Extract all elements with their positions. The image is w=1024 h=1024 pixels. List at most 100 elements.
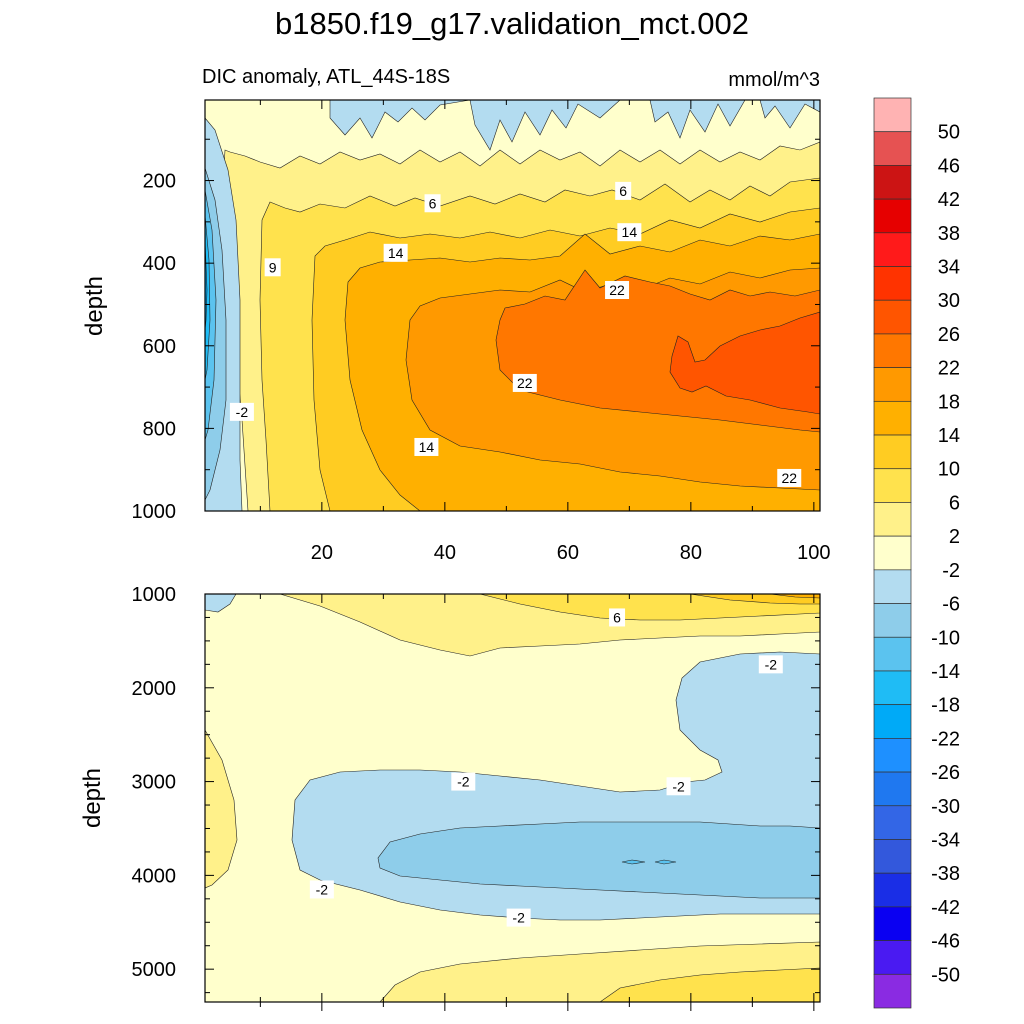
contour-label-bg (615, 181, 632, 200)
colorbar-swatch (873, 839, 912, 874)
colorbar-label: -6 (942, 594, 960, 616)
colorbar-label: 30 (938, 290, 960, 312)
colorbar-label: 6 (949, 492, 960, 514)
contour-label: 14 (414, 437, 439, 456)
colorbar-swatch (873, 704, 912, 739)
upper-x-tick-label: 60 (557, 542, 579, 564)
colorbar-label: -18 (931, 695, 960, 717)
colorbar-label: 2 (949, 526, 960, 548)
colorbar-swatch (873, 670, 912, 706)
colorbar-swatch (873, 973, 912, 1009)
contour-label-bg (309, 880, 334, 899)
contour-label: -2 (506, 908, 531, 927)
upper-plot-frame (204, 99, 821, 512)
contour-label: -2 (229, 402, 254, 421)
colorbar-swatch (873, 266, 912, 301)
contour-label-text: -2 (457, 774, 470, 790)
colorbar-label: -14 (931, 661, 960, 683)
contour-label-text: 6 (613, 609, 621, 625)
colorbar-swatch (873, 299, 912, 335)
colorbar-label: 10 (938, 459, 960, 481)
upper-y-tick-label: 400 (143, 253, 176, 275)
upper-y-tick-label: 200 (143, 171, 176, 193)
contour-label: 6 (609, 608, 626, 627)
lower-plot-frame (204, 593, 821, 1003)
lower-y-tick-label: 4000 (132, 865, 177, 887)
lower-y-axis-label: depth (79, 768, 106, 828)
lower-y-tick-label: 5000 (132, 959, 177, 981)
colorbar-swatch (873, 400, 912, 436)
contour-label-text: -2 (765, 656, 778, 672)
upper-contour-labels: 6 6 14 14 9 22 22 22 14 -2 (229, 181, 802, 487)
colorbar-swatch (873, 738, 912, 773)
contour-label-text: 6 (619, 183, 627, 199)
contour-label: -2 (666, 777, 691, 796)
contour-label: 6 (615, 181, 632, 200)
contour-label-bg (512, 373, 537, 392)
contour-label-bg (758, 655, 783, 674)
contour-label-text: 22 (609, 282, 625, 298)
colorbar-label: 34 (938, 257, 960, 279)
upper-x-tick-label: 80 (680, 542, 702, 564)
lower-y-tick-label: 1000 (132, 584, 177, 606)
colorbar-swatch (873, 468, 912, 503)
upper-y-tick-label: 1000 (132, 501, 177, 523)
colorbar-swatch (873, 165, 912, 200)
contour-label-text: -2 (236, 404, 249, 420)
contour-label-text: 14 (419, 439, 435, 455)
colorbar-swatch (873, 198, 912, 234)
colorbar-swatch (873, 367, 912, 402)
lower-contour-field (205, 594, 820, 1002)
contour-label-bg (666, 777, 691, 796)
lower-axes: 1000 2000 3000 4000 5000 (132, 584, 820, 1011)
colorbar-label: -34 (931, 829, 960, 851)
colorbar-label: 14 (938, 425, 960, 447)
colorbar-swatch (873, 502, 912, 537)
colorbar-label: -10 (931, 627, 960, 649)
colorbar-swatch (873, 771, 912, 807)
contour-label-bg (777, 468, 802, 487)
colorbar-swatch (873, 131, 912, 166)
contour-label-text: -2 (512, 910, 525, 926)
colorbar-label: -46 (931, 931, 960, 953)
contour-label-bg (383, 243, 408, 262)
contour-label-bg (617, 223, 642, 242)
colorbar-swatch (873, 805, 912, 840)
colorbar-swatch (873, 906, 912, 941)
colorbar-label: 22 (938, 358, 960, 380)
contour-label-text: 6 (429, 195, 437, 211)
colorbar-label: -22 (931, 728, 960, 750)
colorbar-label: 18 (938, 391, 960, 413)
colorbar-swatch (873, 535, 912, 571)
units-label: mmol/m^3 (728, 69, 820, 91)
colorbar-label: 42 (938, 189, 960, 211)
lower-y-tick-label: 3000 (132, 772, 177, 794)
colorbar-swatch (873, 434, 912, 470)
contour-label: 6 (424, 194, 441, 213)
contour-label-bg (424, 194, 441, 213)
contour-label: 22 (605, 281, 630, 300)
upper-contour-field (205, 100, 820, 511)
contour-label: -2 (309, 880, 334, 899)
upper-axes: 20 40 60 80 100 200 400 600 800 1000 (132, 100, 831, 564)
colorbar-label: -2 (942, 560, 960, 582)
contour-label-bg (609, 608, 626, 627)
upper-x-tick-label: 20 (311, 542, 333, 564)
colorbar: 50 46 42 38 34 30 26 22 18 14 10 6 2 -2 -6 -10 -14 -18 -22… (873, 97, 960, 1009)
lower-y-tick-label: 2000 (132, 678, 177, 700)
colorbar-label: 38 (938, 223, 960, 245)
colorbar-swatch (873, 636, 912, 672)
colorbar-swatch (873, 97, 912, 133)
lower-contour-labels: 6 -2 -2 -2 -2 -2 (309, 608, 783, 927)
contour-label-bg (506, 908, 531, 927)
contour-label: 14 (383, 243, 408, 262)
contour-label-text: -2 (672, 778, 685, 794)
colorbar-swatch (873, 603, 912, 638)
contour-label-bg (264, 258, 281, 277)
upper-x-tick-label: 40 (434, 542, 456, 564)
contour-label: 22 (512, 373, 537, 392)
contour-label: 9 (264, 258, 281, 277)
colorbar-swatch (873, 333, 912, 368)
colorbar-label: -30 (931, 796, 960, 818)
colorbar-label: -38 (931, 863, 960, 885)
